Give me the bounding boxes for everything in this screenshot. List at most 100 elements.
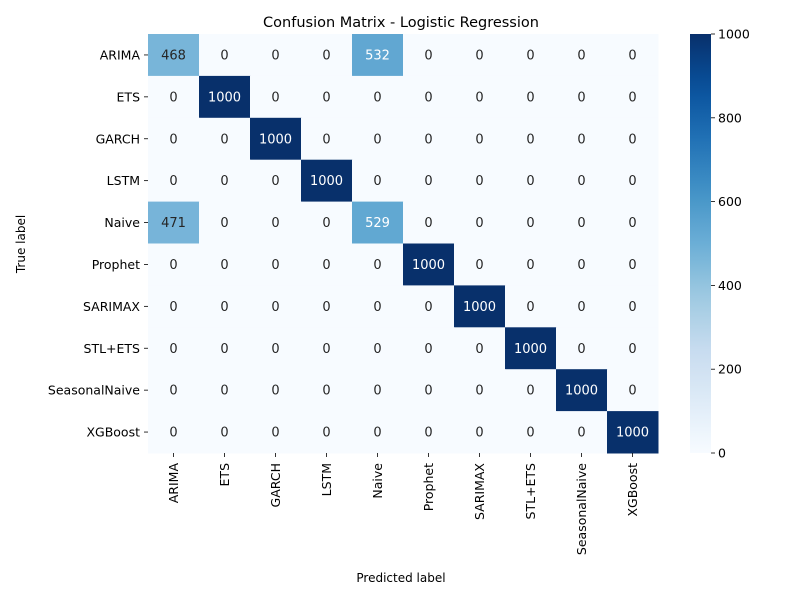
heatmap-cell <box>505 411 557 454</box>
heatmap-cell <box>556 159 608 203</box>
cell-value-label: 0 <box>169 426 177 441</box>
heatmap-cell <box>148 34 200 77</box>
cell-value-label: 0 <box>220 384 228 399</box>
cell-value-label: 0 <box>220 174 228 189</box>
heatmap-cell <box>454 327 506 370</box>
cell-value-label: 0 <box>577 90 585 105</box>
y-tick-label: STL+ETS <box>84 341 141 356</box>
heatmap-cell <box>352 159 404 203</box>
heatmap-cell <box>352 201 404 244</box>
cell-value-label: 0 <box>526 90 534 105</box>
heatmap-cell <box>148 285 200 328</box>
heatmap-cell <box>607 34 659 77</box>
heatmap-cell <box>199 285 251 328</box>
cell-value-label: 0 <box>526 384 534 399</box>
heatmap-cell <box>199 117 251 161</box>
heatmap-cell <box>403 117 455 161</box>
y-axis-label: True label <box>14 215 28 274</box>
heatmap-cell <box>607 369 659 412</box>
cell-value-label: 0 <box>475 426 483 441</box>
heatmap-cell <box>454 159 506 203</box>
cell-value-label: 0 <box>526 132 534 147</box>
heatmap-cell <box>148 243 200 286</box>
heatmap-cell <box>250 327 302 370</box>
heatmap-cell <box>403 285 455 328</box>
cell-value-label: 0 <box>424 132 432 147</box>
cell-value-label: 1000 <box>412 258 445 273</box>
heatmap-cell <box>556 34 608 77</box>
cell-value-label: 1000 <box>208 90 241 105</box>
heatmap-cell <box>403 243 455 286</box>
heatmap-cell <box>505 159 557 203</box>
heatmap-cell <box>505 327 557 370</box>
y-tick-label: LSTM <box>107 173 140 188</box>
cell-value-label: 0 <box>628 48 636 63</box>
chart-title: Confusion Matrix - Logistic Regression <box>263 15 539 31</box>
heatmap-cell <box>505 369 557 412</box>
heatmap-cell <box>250 34 302 77</box>
cell-value-label: 0 <box>169 384 177 399</box>
heatmap-cell <box>454 201 506 244</box>
cell-value-label: 0 <box>169 132 177 147</box>
heatmap-cell <box>148 411 200 454</box>
heatmap-cell <box>352 411 404 454</box>
heatmap-cell <box>607 201 659 244</box>
x-tick-label: LSTM <box>319 463 334 496</box>
heatmap-cell <box>556 75 608 119</box>
heatmap-cell <box>199 159 251 203</box>
heatmap-cell <box>148 117 200 161</box>
cell-value-label: 0 <box>424 384 432 399</box>
heatmap-cell <box>301 75 353 119</box>
cell-value-label: 532 <box>365 48 390 63</box>
heatmap-cell <box>199 34 251 77</box>
cell-value-label: 0 <box>271 174 279 189</box>
y-axis-ticks: ARIMA ETS GARCH LSTM Naive Prophet SARIMAX STL+… <box>48 47 148 440</box>
colorbar-tick-label: 0 <box>718 446 726 461</box>
cell-value-label: 0 <box>322 132 330 147</box>
y-tick-label: XGBoost <box>86 425 140 440</box>
cell-value-label: 0 <box>577 300 585 315</box>
heatmap-cell <box>505 243 557 286</box>
heatmap-cell <box>199 201 251 244</box>
cell-value-label: 0 <box>220 132 228 147</box>
cell-value-label: 0 <box>628 216 636 231</box>
heatmap-cell <box>556 117 608 161</box>
cell-value-label: 0 <box>271 258 279 273</box>
cell-value-label: 468 <box>161 48 186 63</box>
y-tick-label: ARIMA <box>100 47 141 62</box>
heatmap-cell <box>607 117 659 161</box>
heatmap-cell <box>148 201 200 244</box>
colorbar-tick-label: 200 <box>718 362 742 377</box>
cell-value-label: 0 <box>322 300 330 315</box>
heatmap-cell <box>148 369 200 412</box>
cell-value-label: 0 <box>424 90 432 105</box>
cell-value-label: 0 <box>169 300 177 315</box>
cell-value-label: 1000 <box>514 342 547 357</box>
heatmap-cell <box>148 327 200 370</box>
cell-value-label: 0 <box>577 48 585 63</box>
x-tick-label: Prophet <box>421 463 436 511</box>
heatmap-cell <box>301 327 353 370</box>
cell-value-label: 0 <box>169 174 177 189</box>
heatmap-cell <box>352 117 404 161</box>
cell-value-label: 0 <box>475 174 483 189</box>
cell-value-label: 0 <box>628 132 636 147</box>
heatmap-cell <box>505 285 557 328</box>
heatmap-cell <box>250 117 302 161</box>
cell-value-label: 0 <box>373 426 381 441</box>
heatmap-cell <box>556 285 608 328</box>
heatmap-cell <box>250 243 302 286</box>
cell-value-label: 0 <box>628 342 636 357</box>
x-tick-label: STL+ETS <box>523 463 538 520</box>
heatmap-cell <box>556 411 608 454</box>
cell-value-label: 0 <box>220 342 228 357</box>
cell-value-label: 0 <box>577 342 585 357</box>
heatmap-cell <box>352 34 404 77</box>
heatmap-cell <box>301 411 353 454</box>
cell-value-label: 0 <box>373 90 381 105</box>
cell-value-label: 0 <box>577 216 585 231</box>
cell-value-label: 0 <box>577 426 585 441</box>
heatmap-cell <box>250 411 302 454</box>
cell-value-label: 0 <box>475 258 483 273</box>
